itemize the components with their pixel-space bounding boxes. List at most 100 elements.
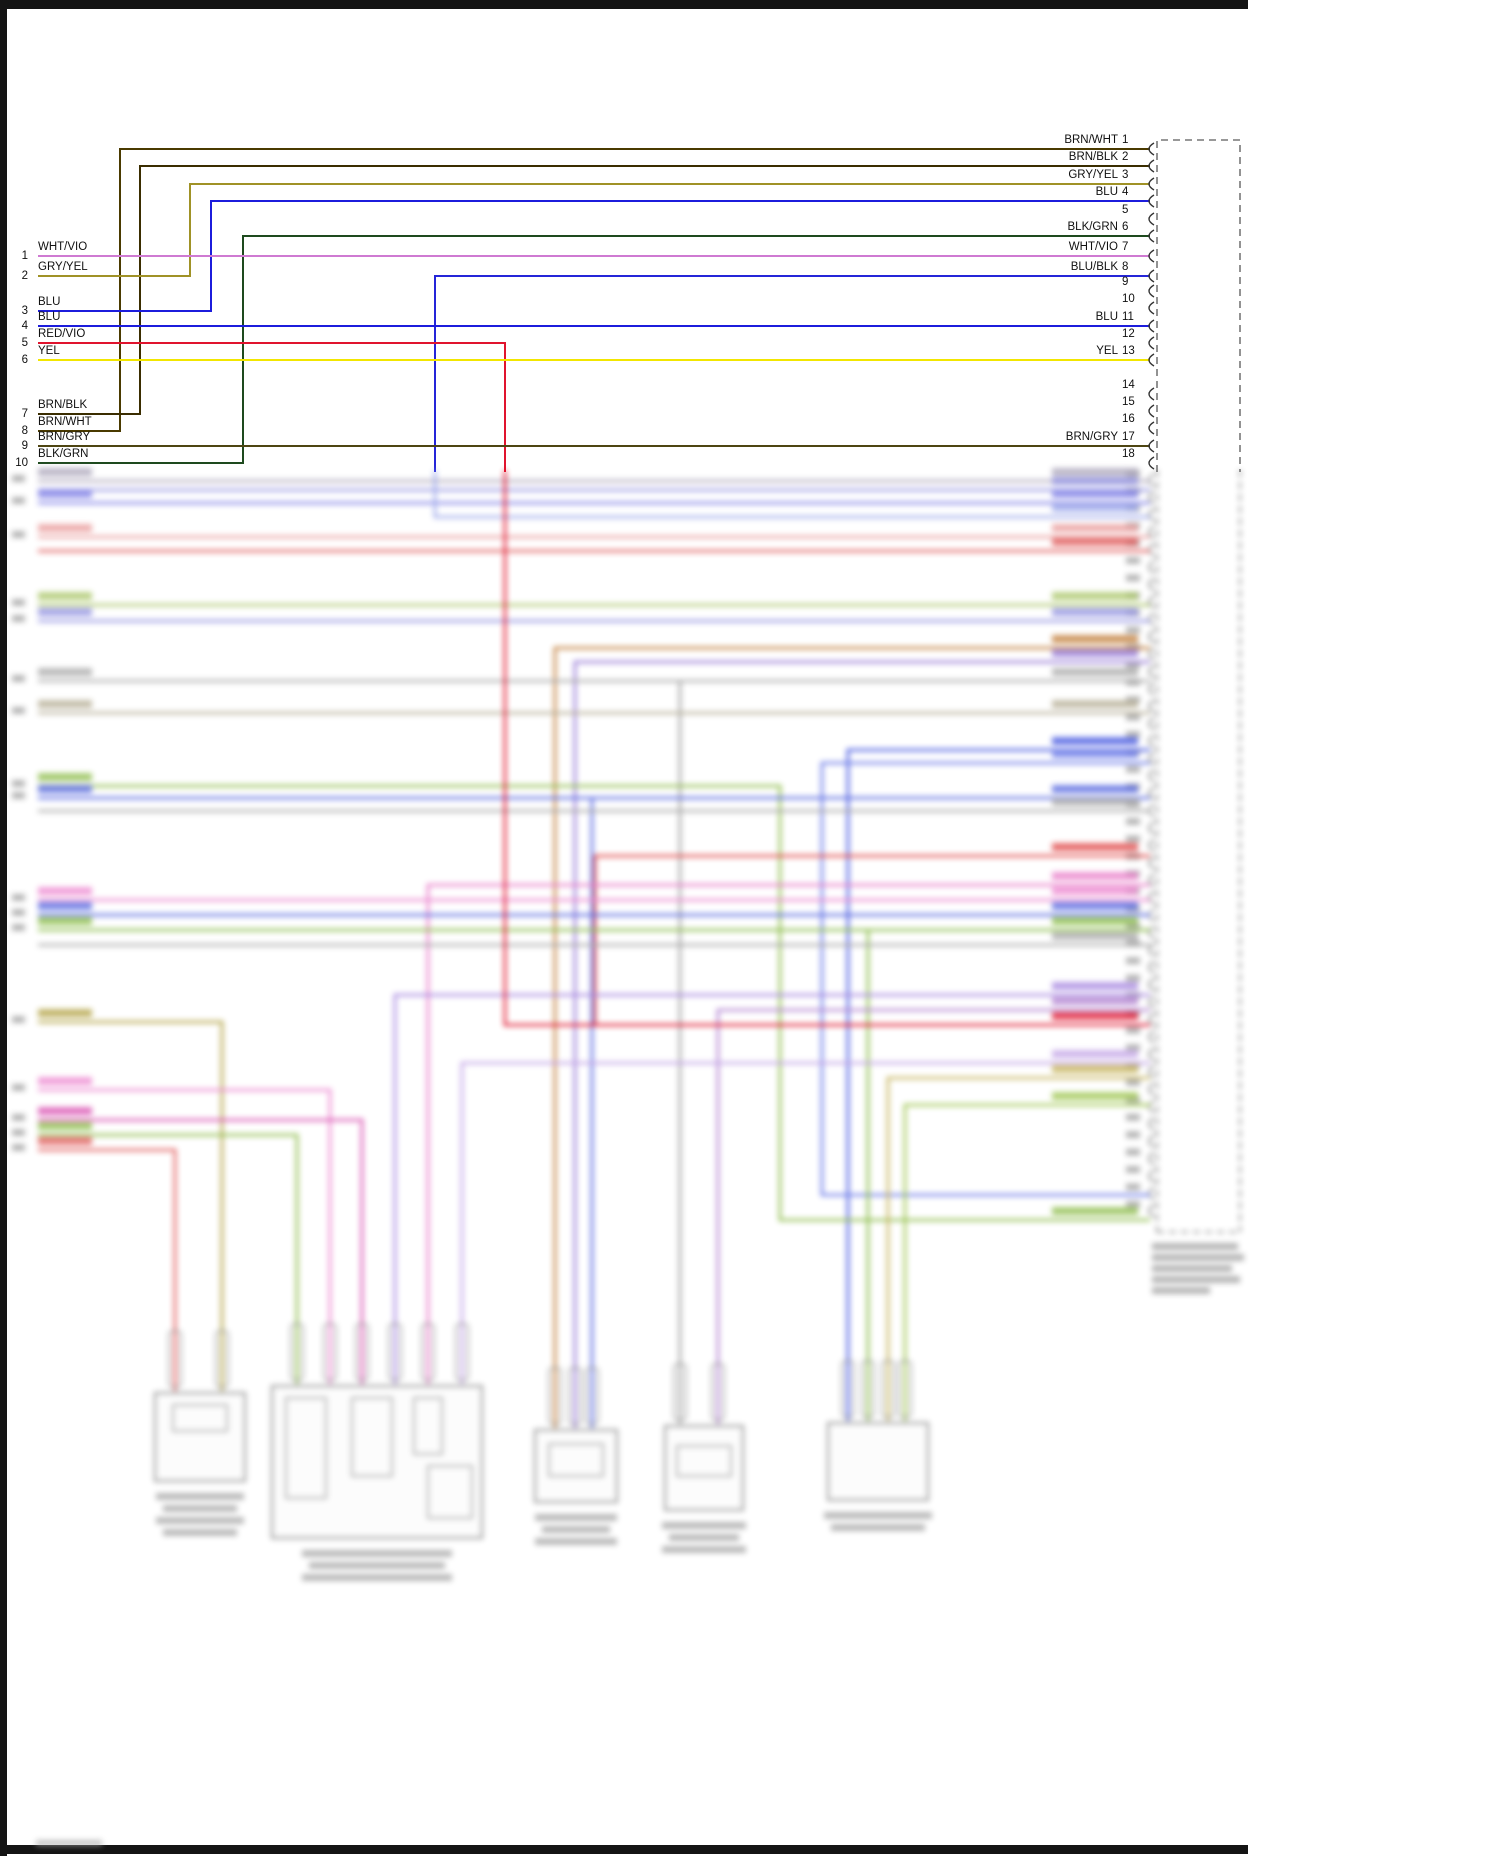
blurred-wire (886, 1076, 1150, 1421)
right-pin-number: 8 (1122, 261, 1129, 273)
component-box (271, 1385, 483, 1539)
wire-label-smudge-right (1052, 785, 1138, 793)
wire-label-smudge-left (38, 1122, 92, 1130)
wire-label-smudge-left (38, 490, 92, 498)
wire-label-smudge-right (1052, 737, 1138, 745)
component-label-smudge (662, 1546, 746, 1553)
connector-pin-arc (1148, 194, 1155, 208)
right-pin-number: 12 (1122, 328, 1135, 340)
component-inner-box (413, 1397, 443, 1455)
connector-pin-arc-blurred (1148, 821, 1155, 835)
pin-number-smudge (12, 1144, 25, 1151)
component-pin-plug (841, 1360, 855, 1418)
wire-label-smudge-right (1052, 917, 1138, 925)
wire-label-smudge-right (1052, 843, 1138, 851)
component-label-smudge (662, 1522, 746, 1529)
pin-number-smudge (1126, 731, 1140, 738)
right-pin-label: BLU (1095, 311, 1118, 323)
pin-number-smudge (12, 599, 25, 606)
connector-dashed-outline-blurred (1156, 470, 1241, 1233)
component-pin-plug (388, 1323, 402, 1381)
left-pin-number: 4 (21, 320, 28, 332)
right-pin-number: 5 (1122, 204, 1129, 216)
connector-pin-arc (1148, 177, 1155, 191)
component-pin-plug (168, 1330, 182, 1388)
wire-label-smudge-left (38, 1009, 92, 1017)
wire-label-smudge-right (1052, 1092, 1138, 1100)
blurred-wire (38, 1148, 177, 1391)
pin-number-smudge (1126, 765, 1140, 773)
right-pin-number: 11 (1122, 311, 1134, 323)
blurred-wire (38, 784, 1150, 1222)
pin-number-smudge (1126, 957, 1140, 965)
connector-pin-arc-blurred (1148, 1204, 1155, 1218)
pin-number-smudge (1126, 1200, 1140, 1208)
connector-pin-arc (1148, 421, 1155, 435)
connector-pin-arc (1148, 269, 1155, 283)
wire-label-smudge-left (38, 887, 92, 895)
connector-pin-arc-blurred (1148, 978, 1155, 992)
left-pin-label: BRN/BLK (38, 399, 88, 411)
wire-label-smudge-left (38, 592, 92, 600)
connector-pin-arc-blurred (1148, 1099, 1155, 1113)
left-pin-number: 8 (21, 425, 28, 437)
right-pin-label: BLU (1095, 186, 1118, 198)
right-pin-label: BLK/GRN (1067, 221, 1119, 233)
left-pin-label: BRN/GRY (38, 431, 91, 443)
right-pin-number: 9 (1122, 276, 1129, 288)
component-box (154, 1392, 246, 1482)
connector-pin-arc-blurred (1148, 925, 1155, 939)
component-inner-box (285, 1397, 327, 1499)
connector-pin-arc-blurred (1148, 1065, 1155, 1079)
wire-label-smudge-left (38, 524, 92, 532)
blurred-wire (573, 660, 1150, 1428)
wire-label-smudge-right (1052, 468, 1138, 476)
component-label-smudge (542, 1526, 610, 1533)
wire-label-smudge-right (1052, 700, 1138, 708)
right-pin-label: BLU/BLK (1070, 261, 1118, 273)
blurred-wire (38, 1020, 224, 1391)
component-pin-plug (711, 1363, 725, 1421)
component-label-smudge (302, 1550, 452, 1557)
wire-label-smudge-left (38, 773, 92, 781)
left-pin-number: 5 (21, 337, 28, 349)
connector-pin-arc (1148, 142, 1155, 156)
component-label-smudge (163, 1529, 237, 1536)
connector-pin-arc-blurred (1148, 595, 1155, 609)
connector-pin-arc-blurred (1148, 647, 1155, 661)
right-pin-number: 14 (1122, 379, 1135, 391)
pin-number-smudge (1126, 835, 1140, 843)
left-pin-number: 3 (21, 305, 28, 317)
connector-pin-arc-blurred (1148, 682, 1155, 696)
blurred-wire (716, 1008, 1150, 1424)
wire-label-smudge-right (1052, 477, 1138, 485)
wire-label-smudge-left (38, 668, 92, 676)
connector-pin-arc-blurred (1148, 1030, 1155, 1044)
left-pin-label: YEL (38, 345, 60, 357)
wire-label-smudge-right (1052, 1207, 1138, 1215)
connector-pin-arc-blurred (1148, 1169, 1155, 1183)
page-border-bottom (0, 1845, 1248, 1854)
pin-number-smudge (1126, 626, 1140, 634)
blurred-wire (393, 993, 1150, 1384)
blurred-wire (460, 1061, 1150, 1384)
right-pin-number: 6 (1122, 221, 1129, 233)
blurred-wire (503, 470, 1150, 1027)
connector-pin-arc-blurred (1148, 1117, 1155, 1131)
wire-label-smudge-left (38, 902, 92, 910)
blurred-wire (38, 1088, 332, 1384)
connector-pin-arc-blurred (1148, 838, 1155, 852)
right-pin-number: 4 (1122, 186, 1129, 198)
pin-number-smudge (1126, 818, 1140, 825)
component-label-smudge (824, 1512, 932, 1519)
blurred-wire (38, 1118, 364, 1384)
connector-pin-arc-blurred (1148, 734, 1155, 748)
component-box (664, 1425, 744, 1511)
connector-pin-arc (1148, 456, 1155, 470)
connector-pin-arc-blurred (1148, 1047, 1155, 1061)
connector-pin-arc-blurred (1148, 943, 1155, 957)
pin-number-smudge (12, 497, 25, 504)
wire-label-smudge-left (38, 917, 92, 925)
connector-pin-arc (1148, 336, 1155, 350)
